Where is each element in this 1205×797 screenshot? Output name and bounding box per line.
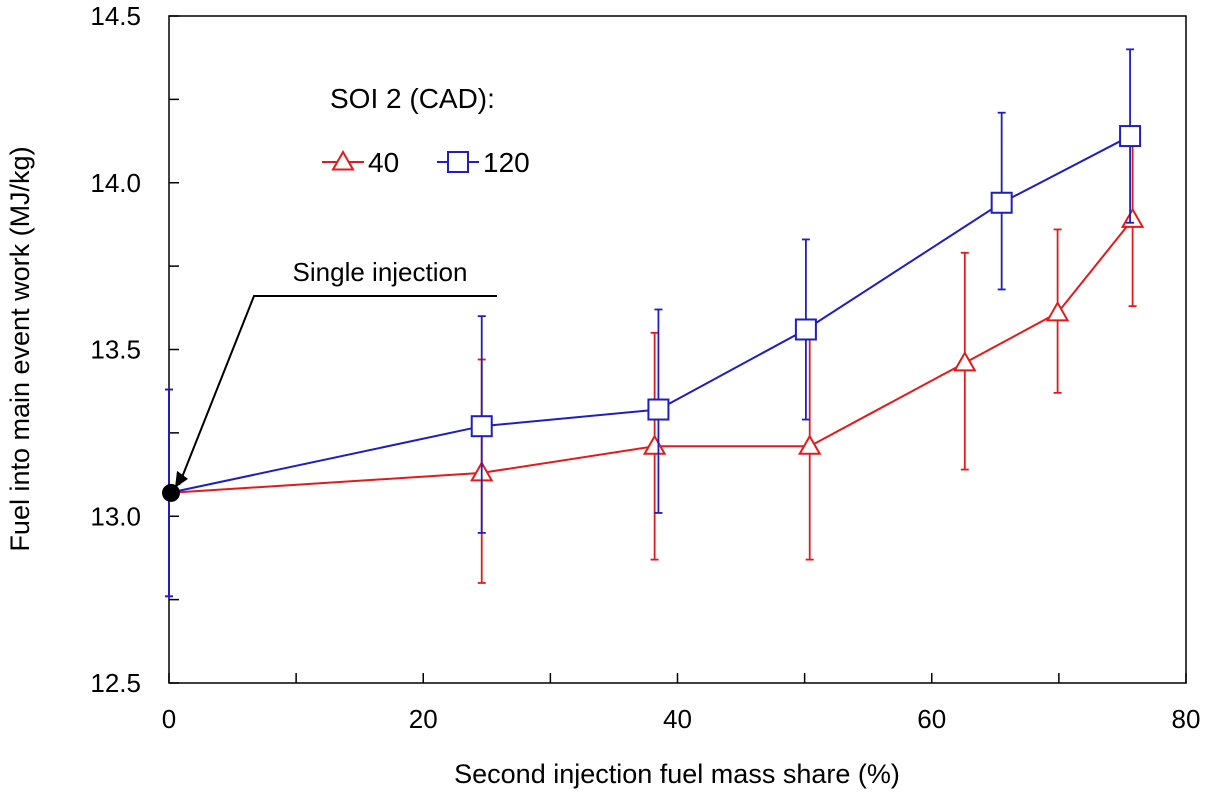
legend-swatch-marker	[331, 149, 355, 171]
legend-label: 120	[483, 147, 530, 178]
legend-items: 40 120	[322, 147, 530, 178]
y-tick-label: 13.5	[90, 335, 141, 365]
legend-item-40: 40	[322, 147, 399, 178]
x-tick-label: 0	[162, 704, 176, 734]
y-tick-label: 14.5	[90, 1, 141, 31]
data-point	[1120, 207, 1145, 228]
axis-ticks	[168, 15, 1187, 684]
series-120	[165, 48, 1142, 598]
x-tick-label: 40	[663, 704, 692, 734]
x-axis-title: Second injection fuel mass share (%)	[454, 759, 900, 789]
x-tick-label: 80	[1172, 704, 1201, 734]
single-injection-point	[162, 483, 180, 502]
legend-item-120: 120	[437, 147, 530, 178]
data-point	[647, 398, 670, 421]
annotation-arrowhead	[175, 470, 188, 488]
data-point	[797, 434, 822, 455]
annotation-label: Single injection	[293, 257, 468, 287]
x-tick-label: 60	[917, 704, 946, 734]
data-point	[990, 191, 1013, 214]
x-tick-label: 20	[409, 704, 438, 734]
tick-labels: 0 20 40 60 80 12.5 13.0 13.5 14.0 14.5	[90, 1, 1200, 734]
data-point	[1045, 300, 1070, 322]
y-tick-label: 14.0	[90, 168, 141, 198]
data-point	[470, 415, 493, 438]
y-axis-title: Fuel into main event work (MJ/kg)	[5, 146, 35, 551]
plot-area	[168, 15, 1187, 684]
y-tick-label: 13.0	[90, 501, 141, 531]
series-line	[168, 135, 1131, 494]
legend-title: SOI 2 (CAD):	[330, 83, 495, 114]
legend-label: 40	[368, 147, 399, 178]
data-point	[953, 350, 977, 372]
data-point	[1119, 125, 1142, 148]
plot-border	[168, 15, 1187, 684]
series-layer	[165, 48, 1145, 598]
data-point	[642, 434, 667, 455]
legend: SOI 2 (CAD): 40 120	[322, 83, 530, 178]
data-point	[794, 318, 817, 341]
annotation-leader	[178, 295, 497, 486]
annotation-layer: Single injection	[162, 257, 497, 597]
y-tick-label: 12.5	[90, 668, 141, 698]
legend-swatch-marker	[447, 151, 469, 173]
